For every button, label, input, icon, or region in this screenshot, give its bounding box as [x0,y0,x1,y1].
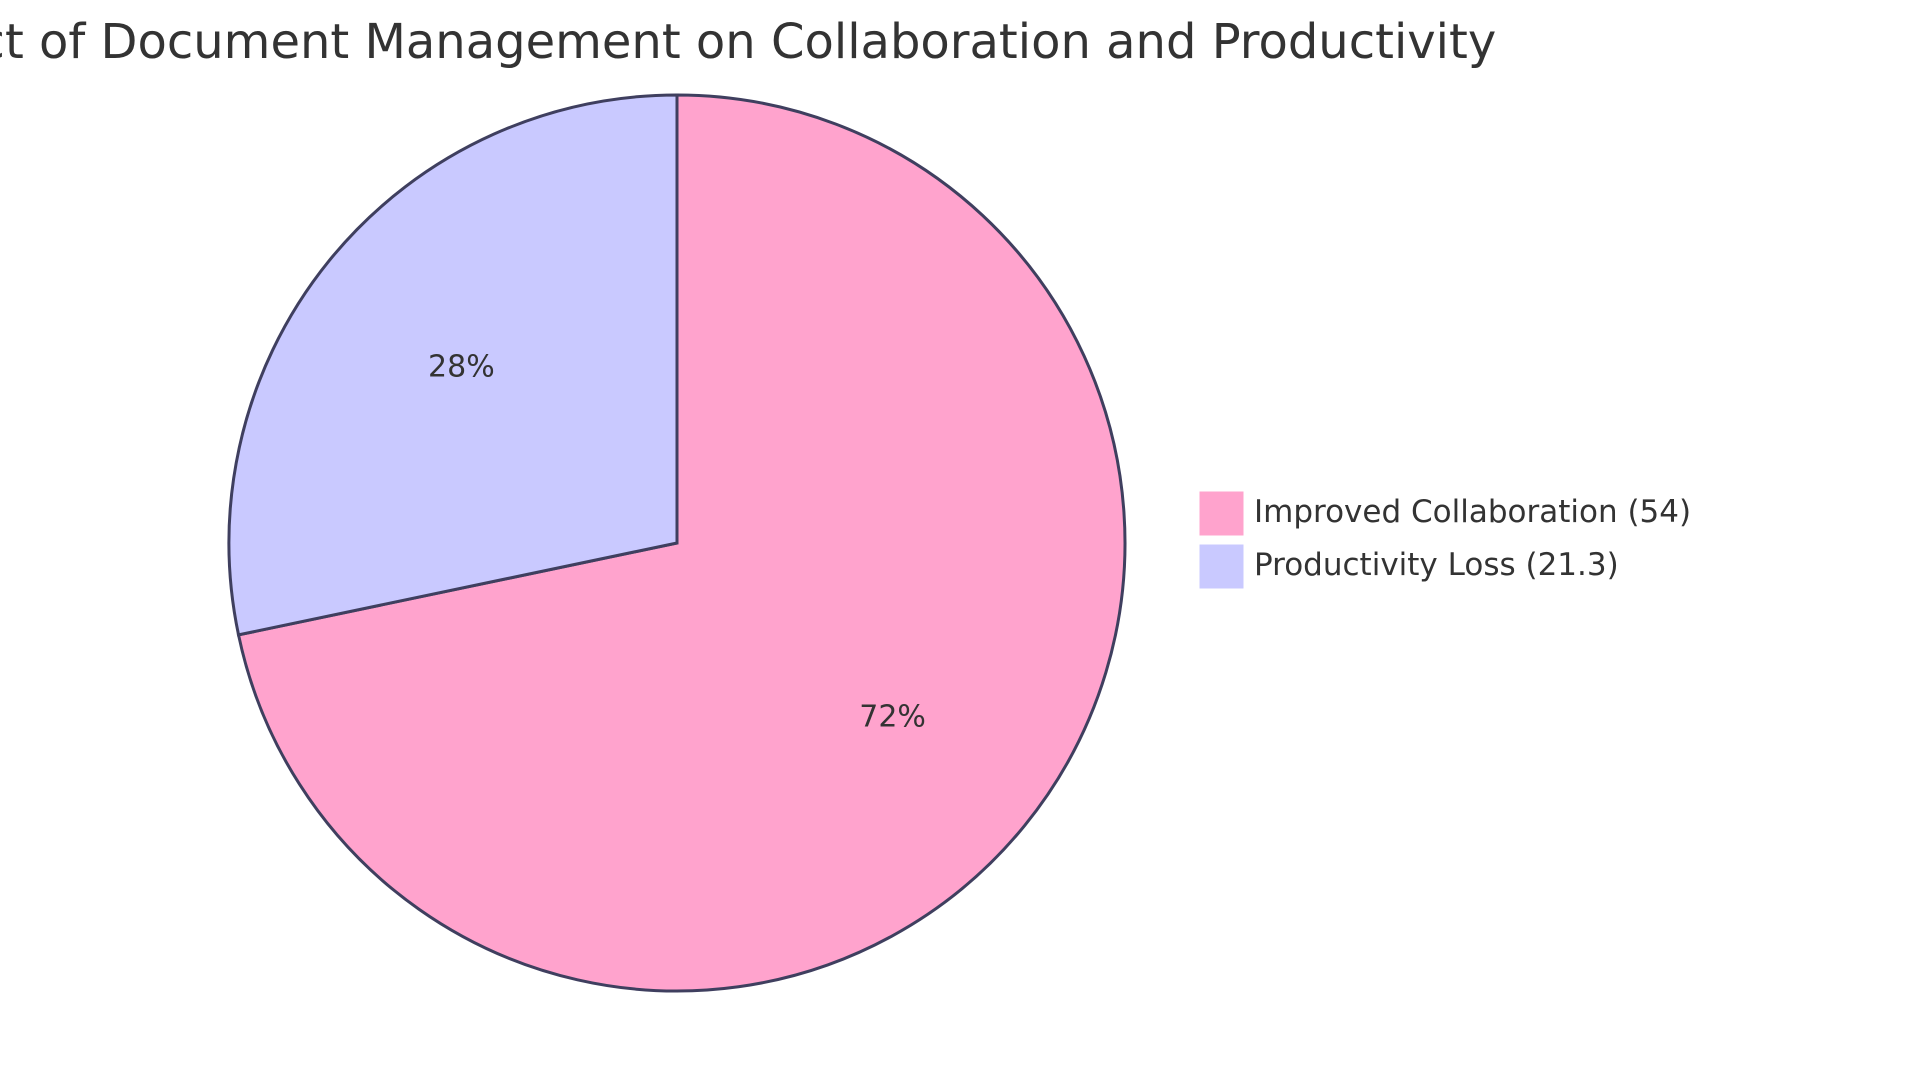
legend: Improved Collaboration (54) Productivity … [1198,490,1691,590]
pie-slices [227,93,1127,993]
pie-slice-improved-collaboration [236,93,1127,993]
legend-label: Productivity Loss (21.3) [1254,547,1619,583]
chart-title: Impact of Document Management on Collabo… [0,14,1496,70]
legend-swatch [1198,490,1245,537]
slice-labels: 72% 28% [428,349,926,734]
slice-percent-label: 72% [859,700,926,735]
legend-swatch [1198,543,1245,590]
slice-percent-label: 28% [428,349,495,384]
pie-slice-productivity-loss [227,93,679,637]
legend-label: Improved Collaboration (54) [1254,494,1691,530]
